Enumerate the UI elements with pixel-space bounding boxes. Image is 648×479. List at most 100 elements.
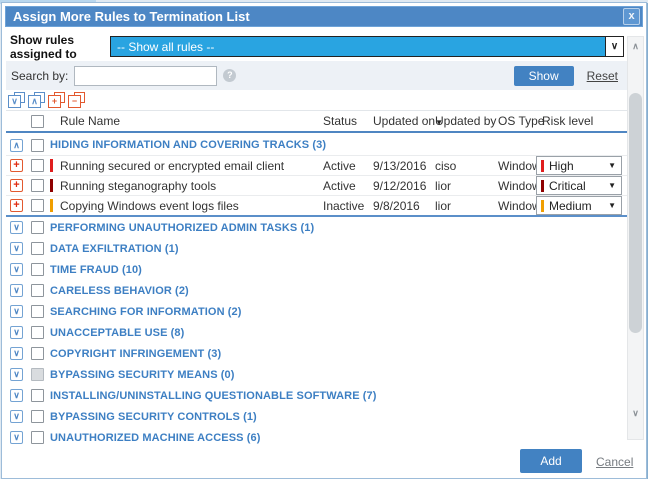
vertical-scrollbar[interactable]: ∧ ∨ (627, 36, 644, 440)
add-button[interactable]: Add (520, 449, 582, 473)
risk-color-bar (50, 179, 53, 192)
add-rule-icon[interactable]: + (10, 199, 23, 212)
category-label[interactable]: SEARCHING FOR INFORMATION (2) (50, 305, 242, 318)
expand-category-icon[interactable]: ∨ (10, 284, 23, 297)
expand-category-icon[interactable]: ∨ (10, 368, 23, 381)
scroll-up-icon[interactable]: ∧ (632, 41, 639, 51)
filter-label: Show rules assigned to (10, 32, 77, 61)
collapse-category-icon[interactable]: ∧ (10, 138, 23, 152)
rule-name: Running steganography tools (60, 178, 217, 193)
rule-checkbox[interactable] (31, 179, 44, 192)
category-group: ∨ COPYRIGHT INFRINGEMENT (3) (6, 343, 628, 364)
category-label[interactable]: COPYRIGHT INFRINGEMENT (3) (50, 347, 222, 360)
category-row: ∨ COPYRIGHT INFRINGEMENT (3) (6, 343, 628, 364)
rule-os-type: Windows (498, 198, 547, 213)
stacked-card-glyph: + (48, 95, 61, 108)
category-group: ∨ DATA EXFILTRATION (1) (6, 238, 628, 259)
expand-category-icon[interactable]: ∨ (10, 431, 23, 444)
stacked-card-glyph: − (68, 95, 81, 108)
help-icon: ? (223, 69, 237, 82)
category-label[interactable]: HIDING INFORMATION AND COVERING TRACKS (… (50, 139, 327, 151)
expand-category-icon[interactable]: ∨ (10, 242, 23, 255)
search-input[interactable] (74, 65, 218, 86)
category-label[interactable]: BYPASSING SECURITY MEANS (0) (50, 368, 235, 381)
column-header-os-type[interactable]: OS Type (498, 114, 545, 128)
expand-category-icon[interactable]: ∨ (10, 263, 23, 276)
column-header-updated-by[interactable]: Updated by (435, 114, 497, 128)
category-group: ∨ INSTALLING/UNINSTALLING QUESTIONABLE SO… (6, 385, 628, 406)
add-rule-icon[interactable]: + (10, 159, 23, 172)
rule-status: Inactive (323, 198, 365, 213)
scrollbar-thumb[interactable] (629, 93, 642, 333)
expand-all-icon[interactable]: ∨ (8, 92, 25, 108)
rules-filter-selected-value: -- Show all rules -- (117, 39, 215, 54)
category-label[interactable]: BYPASSING SECURITY CONTROLS (1) (50, 410, 257, 423)
chevron-down-icon: ▼ (608, 201, 616, 210)
category-label[interactable]: TIME FRAUD (10) (50, 263, 142, 276)
scroll-down-icon[interactable]: ∨ (632, 408, 639, 418)
check-all-icon[interactable]: + (48, 92, 65, 108)
risk-color-bar (541, 199, 544, 212)
uncheck-all-icon[interactable]: − (68, 92, 85, 108)
column-header-updated-on[interactable]: Updated on▼ (373, 114, 443, 128)
rule-checkbox[interactable] (31, 199, 44, 212)
category-checkbox[interactable] (31, 138, 44, 152)
select-all-checkbox[interactable] (31, 114, 44, 128)
risk-color-bar (541, 179, 544, 192)
category-group: ∨ UNAUTHORIZED MACHINE ACCESS (6) (6, 427, 628, 448)
table-header: Rule Name Status Updated on▼ Updated by … (6, 110, 628, 133)
category-label[interactable]: UNACCEPTABLE USE (8) (50, 326, 185, 339)
risk-level-select[interactable]: High ▼ (536, 156, 622, 175)
category-label[interactable]: PERFORMING UNAUTHORIZED ADMIN TASKS (1) (50, 221, 315, 234)
close-icon: x (628, 10, 635, 22)
risk-level-select[interactable]: Critical ▼ (536, 176, 622, 195)
risk-level-value: Critical (549, 178, 586, 193)
expand-category-icon[interactable]: ∨ (10, 410, 23, 423)
show-button[interactable]: Show (513, 65, 574, 86)
expand-category-icon[interactable]: ∨ (10, 305, 23, 318)
category-checkbox[interactable] (31, 305, 44, 318)
column-header-status[interactable]: Status (323, 114, 358, 128)
category-group: ∨ BYPASSING SECURITY CONTROLS (1) (6, 406, 628, 427)
category-checkbox[interactable] (31, 410, 44, 423)
category-checkbox[interactable] (31, 326, 44, 339)
stacked-card-glyph: ∨ (8, 95, 21, 108)
category-label[interactable]: INSTALLING/UNINSTALLING QUESTIONABLE SOF… (50, 389, 377, 402)
rule-status: Active (323, 178, 356, 193)
category-label[interactable]: UNAUTHORIZED MACHINE ACCESS (6) (50, 431, 261, 444)
dialog-titlebar[interactable]: Assign More Rules to Termination List x (5, 6, 643, 27)
reset-link[interactable]: Reset (586, 68, 618, 83)
expand-category-icon[interactable]: ∨ (10, 326, 23, 339)
rule-updated-on: 9/8/2016 (373, 198, 420, 213)
expand-category-icon[interactable]: ∨ (10, 347, 23, 360)
filter-row: Show rules assigned to -- Show all rules… (10, 33, 624, 61)
category-checkbox[interactable] (31, 284, 44, 297)
category-row: ∨ TIME FRAUD (10) (6, 259, 628, 280)
list-toolbar: ∨ ∧ + − (8, 92, 85, 108)
category-label[interactable]: DATA EXFILTRATION (1) (50, 242, 179, 255)
rule-os-type: Windows (498, 178, 547, 193)
category-checkbox[interactable] (31, 431, 44, 444)
cancel-link[interactable]: Cancel (596, 455, 634, 469)
rule-checkbox[interactable] (31, 159, 44, 172)
category-label[interactable]: CARELESS BEHAVIOR (2) (50, 284, 189, 297)
category-checkbox[interactable] (31, 221, 44, 234)
category-row: ∨ BYPASSING SECURITY MEANS (0) (6, 364, 628, 385)
category-row: ∨ UNACCEPTABLE USE (8) (6, 322, 628, 343)
category-checkbox[interactable] (31, 263, 44, 276)
rules-filter-select[interactable]: -- Show all rules -- ∨ (110, 36, 624, 57)
expand-category-icon[interactable]: ∨ (10, 389, 23, 402)
category-checkbox[interactable] (31, 347, 44, 360)
rule-os-type: Windows (498, 158, 547, 173)
close-button[interactable]: x (623, 8, 640, 25)
risk-level-select[interactable]: Medium ▼ (536, 196, 622, 215)
expand-category-icon[interactable]: ∨ (10, 221, 23, 234)
add-rule-icon[interactable]: + (10, 179, 23, 192)
column-header-rule-name[interactable]: Rule Name (60, 114, 121, 128)
category-checkbox[interactable] (31, 389, 44, 402)
collapse-all-icon[interactable]: ∧ (28, 92, 45, 108)
category-checkbox[interactable] (31, 242, 44, 255)
category-group: ∧ HIDING INFORMATION AND COVERING TRACKS … (6, 135, 628, 217)
column-header-risk-level[interactable]: Risk level (542, 114, 594, 128)
rule-updated-by: ciso (435, 158, 457, 173)
